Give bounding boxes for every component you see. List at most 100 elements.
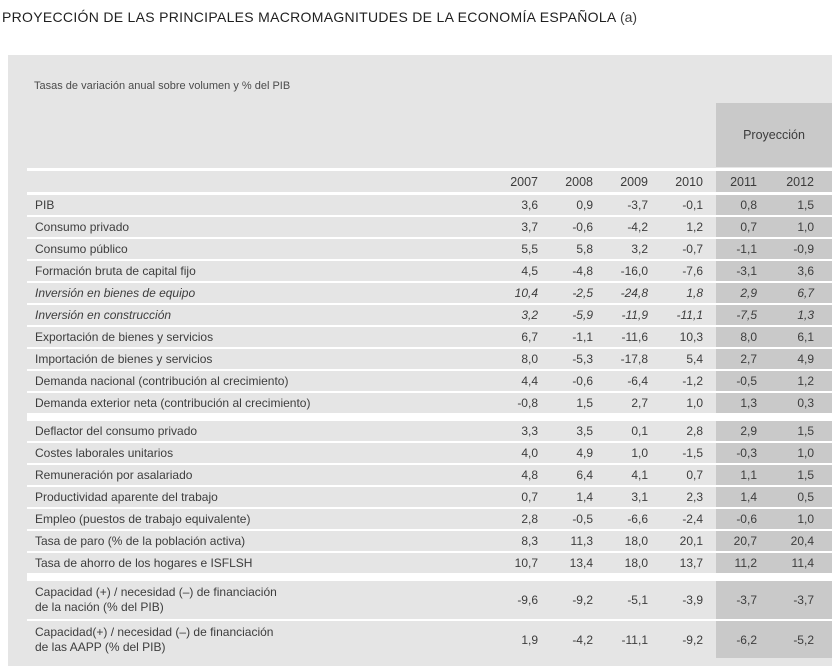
projection-cells: -1,1 -0,9 [716, 239, 832, 259]
cell-2010: -0,7 [682, 242, 703, 256]
cell-2010: 1,8 [686, 286, 703, 300]
cell-2009: -6,4 [627, 374, 648, 388]
cell-2007: 4,5 [521, 264, 538, 278]
table-panel: Tasas de variación anual sobre volumen y… [8, 55, 832, 666]
row-label: Formación bruta de capital fijo [35, 263, 196, 278]
year-label-2011: 2011 [730, 174, 757, 189]
cell-2009: 0,1 [631, 424, 648, 438]
cell-2010: -3,9 [682, 593, 703, 607]
cell-2011: -3,1 [736, 264, 757, 278]
table-row: Importación de bienes y servicios 8,0 -5,3… [27, 349, 832, 371]
row-label: Demanda exterior neta (contribución al c… [35, 395, 311, 410]
table-row: PIB 3,6 0,9 -3,7 -0,1 0,8 1,5 [27, 195, 832, 217]
row-label: Empleo (puestos de trabajo equivalente) [35, 511, 251, 526]
year-label-2007: 2007 [510, 174, 538, 189]
projection-cells: -3,7 -3,7 [716, 581, 832, 619]
projection-cells: 11,2 11,4 [716, 553, 832, 573]
cell-2010: -1,2 [682, 374, 703, 388]
table-row: Consumo público 5,5 5,8 3,2 -0,7 -1,1 -0,9 [27, 239, 832, 261]
projection-cells: 2,9 6,7 [716, 283, 832, 303]
cell-2007: 3,7 [521, 220, 538, 234]
cell-2007: 8,0 [521, 352, 538, 366]
cell-2008: -1,1 [572, 330, 593, 344]
cell-2007: 3,6 [521, 198, 538, 212]
cell-2010: -1,5 [682, 446, 703, 460]
table-row: Inversión en construcción 3,2 -5,9 -11,9 -11… [27, 305, 832, 327]
cell-2007: 10,7 [514, 556, 538, 570]
table-body: PIB 3,6 0,9 -3,7 -0,1 0,8 1,5 Consumo privado 3,… [27, 195, 832, 658]
cell-2011: 1,3 [740, 396, 757, 410]
cell-2011: -3,7 [736, 593, 757, 607]
cell-2012: 1,2 [797, 374, 814, 388]
cell-2007: 4,4 [521, 374, 538, 388]
row-label: PIB [35, 197, 55, 212]
year-label-2008: 2008 [565, 174, 593, 189]
cell-2011: -1,1 [736, 242, 757, 256]
cell-2007: -9,6 [517, 593, 538, 607]
cell-2011: 2,9 [740, 424, 757, 438]
cell-2009: -17,8 [620, 352, 648, 366]
cell-2008: 1,4 [576, 490, 593, 504]
cell-2012: 1,0 [797, 512, 814, 526]
cell-2007: 4,8 [521, 468, 538, 482]
cell-2009: 3,2 [631, 242, 648, 256]
cell-2009: -11,6 [621, 330, 648, 344]
table-row: Inversión en bienes de equipo 10,4 -2,5 -24… [27, 283, 832, 305]
projection-cells: 2,7 4,9 [716, 349, 832, 369]
cell-2011: -7,5 [736, 308, 757, 322]
table-row: Deflactor del consumo privado 3,3 3,5 0,1 2,… [27, 421, 832, 443]
cell-2010: -2,4 [682, 512, 703, 526]
row-label: Inversión en bienes de equipo [35, 285, 196, 300]
cell-2010: 0,7 [686, 468, 703, 482]
cell-2010: 2,8 [686, 424, 703, 438]
cell-2009: -24,8 [620, 286, 648, 300]
cell-2012: 1,5 [797, 468, 814, 482]
cell-2012: 6,7 [797, 286, 814, 300]
cell-2012: 1,5 [797, 424, 814, 438]
projection-cells: 1,4 0,5 [716, 487, 832, 507]
cell-2008: 0,9 [576, 198, 593, 212]
year-label-2012: 2012 [786, 174, 814, 189]
table-row: Exportación de bienes y servicios 6,7 -1,1… [27, 327, 832, 349]
cell-2008: -2,5 [572, 286, 593, 300]
table-row: Demanda nacional (contribución al crecim… [27, 371, 832, 393]
projection-cells: 0,8 1,5 [716, 195, 832, 215]
row-label: Inversión en construcción [35, 307, 172, 322]
cell-2011: 0,7 [740, 220, 757, 234]
cell-2011: -6,2 [736, 632, 757, 647]
cell-2011: -0,5 [736, 374, 757, 388]
cell-2011: 1,1 [740, 468, 757, 482]
projection-cells: 2,9 1,5 [716, 421, 832, 441]
cell-2007: 10,4 [514, 286, 538, 300]
cell-2010: 13,7 [679, 556, 703, 570]
table-row: Formación bruta de capital fijo 4,5 -4,8 -1… [27, 261, 832, 283]
cell-2012: -3,7 [793, 593, 814, 607]
row-label: Capacidad(+) / necesidad (–) de financia… [27, 625, 483, 655]
cell-2009: -11,9 [621, 308, 648, 322]
cell-2009: -4,2 [627, 220, 648, 234]
row-label: Importación de bienes y servicios [35, 351, 213, 366]
cell-2010: -7,6 [682, 264, 703, 278]
cell-2008: 13,4 [569, 556, 593, 570]
table-row: Productividad aparente del trabajo 0,7 1,4… [27, 487, 832, 509]
year-label-2010: 2010 [675, 174, 703, 189]
cell-2008: 5,8 [576, 242, 593, 256]
row-label: Tasa de ahorro de los hogares e ISFLSH [35, 555, 253, 570]
page-title: PROYECCIÓN DE LAS PRINCIPALES MACROMAGNI… [2, 9, 637, 25]
table-row: Consumo privado 3,7 -0,6 -4,2 1,2 0,7 1,0 [27, 217, 832, 239]
cell-2012: 3,6 [797, 264, 814, 278]
projection-cells: -0,6 1,0 [716, 509, 832, 529]
cell-2009: 3,1 [631, 490, 648, 504]
cell-2012: -0,9 [793, 242, 814, 256]
cell-2009: 4,1 [631, 468, 648, 482]
cell-2007: 1,9 [521, 632, 538, 647]
cell-2008: 1,5 [576, 396, 593, 410]
cell-2009: 18,0 [624, 556, 648, 570]
cell-2012: 0,5 [797, 490, 814, 504]
projection-cells: -6,2 -5,2 [716, 621, 832, 658]
cell-2008: -9,2 [572, 593, 593, 607]
table-row: Tasa de paro (% de la población activa) 8… [27, 531, 832, 553]
cell-2012: 0,3 [797, 396, 814, 410]
macro-table: 2007 2008 2009 2010 2011 2012 PIB 3,6 0,9 -… [27, 168, 832, 658]
cell-2012: 4,9 [797, 352, 814, 366]
